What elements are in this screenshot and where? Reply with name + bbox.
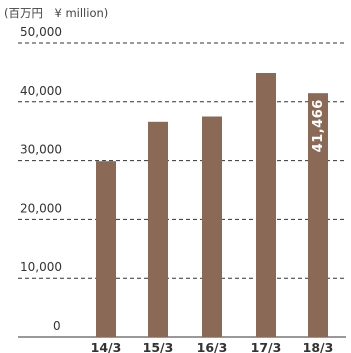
x-tick-label: 18/3 (303, 340, 334, 353)
gridlines (18, 42, 346, 338)
data-label: 41,466 (311, 99, 326, 152)
bar (308, 93, 328, 337)
bar (148, 121, 168, 338)
y-tick-label: 10,000 (20, 260, 62, 274)
x-tick-label: 17/3 (251, 340, 282, 353)
y-axis-ticks: 0 10,000 20,000 30,000 40,000 50,000 (20, 25, 62, 333)
y-tick-label: 30,000 (20, 143, 62, 157)
unit-label: (百万円 ¥ million) (4, 6, 108, 20)
bar (96, 161, 116, 337)
data-labels: 41,466 (311, 99, 326, 152)
x-tick-label: 15/3 (143, 340, 174, 353)
bar (202, 116, 222, 337)
y-tick-label: 50,000 (20, 25, 62, 39)
x-tick-label: 16/3 (197, 340, 228, 353)
y-tick-label: 40,000 (20, 84, 62, 98)
y-tick-label: 0 (53, 319, 61, 333)
bar (256, 72, 276, 337)
y-tick-label: 20,000 (20, 201, 62, 215)
bars (96, 72, 328, 338)
x-axis-ticks: 14/3 15/3 16/3 17/3 18/3 (91, 340, 334, 353)
x-tick-label: 14/3 (91, 340, 122, 353)
